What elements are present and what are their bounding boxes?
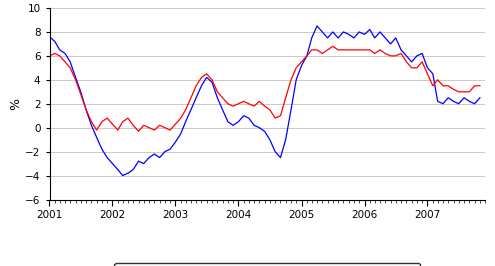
Line: Kunnossapitokoneet: Kunnossapitokoneet bbox=[50, 46, 480, 131]
Y-axis label: %: % bbox=[9, 98, 22, 110]
Line: Maarakennuskoneet: Maarakennuskoneet bbox=[50, 26, 480, 176]
Legend: Maarakennuskoneet, Kunnossapitokoneet: Maarakennuskoneet, Kunnossapitokoneet bbox=[114, 263, 420, 266]
